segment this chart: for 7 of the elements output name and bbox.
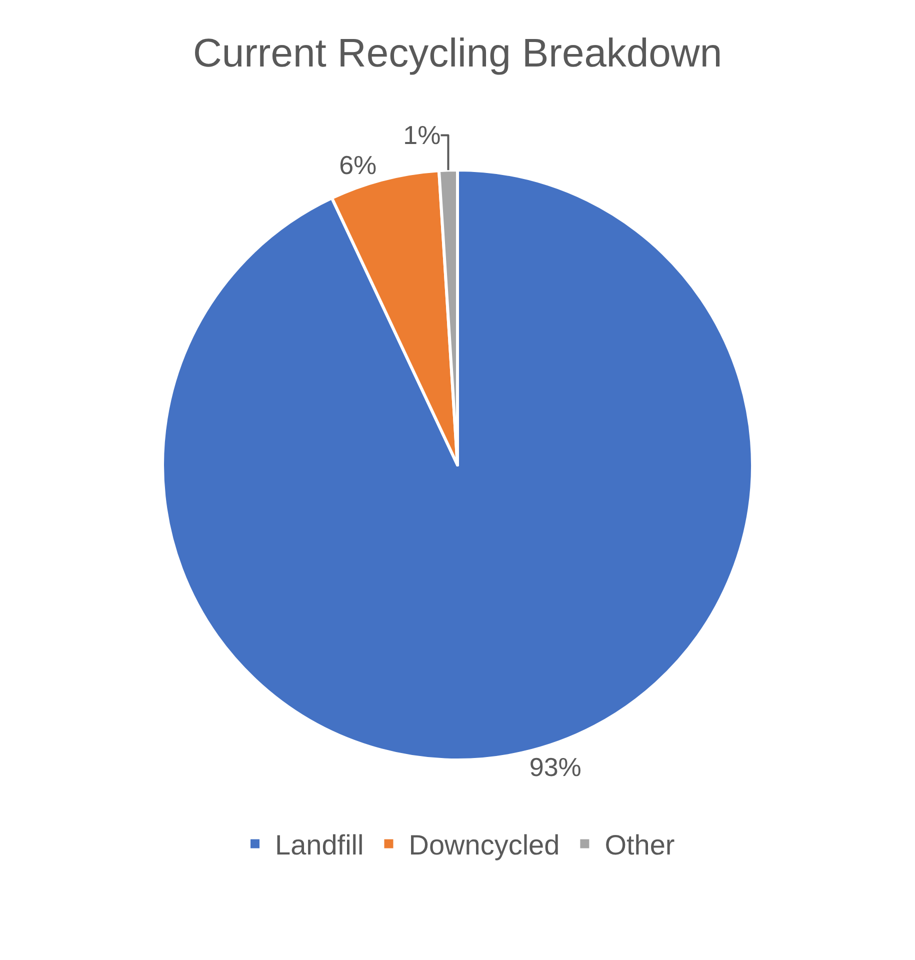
legend-label: Other [604,830,675,861]
legend-label: Landfill [275,830,364,861]
data-label: 93% [529,752,582,782]
chart-title: Current Recycling Breakdown [192,31,722,76]
data-label: 1% [403,120,441,150]
legend-label: Downcycled [408,830,560,861]
data-label: 6% [339,150,377,180]
